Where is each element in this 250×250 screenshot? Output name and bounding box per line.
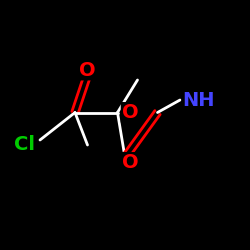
Text: Cl: Cl xyxy=(14,136,35,154)
Text: O: O xyxy=(122,103,138,122)
Text: O: O xyxy=(122,153,138,172)
Text: NH: NH xyxy=(182,90,215,110)
Text: O: O xyxy=(79,60,96,80)
